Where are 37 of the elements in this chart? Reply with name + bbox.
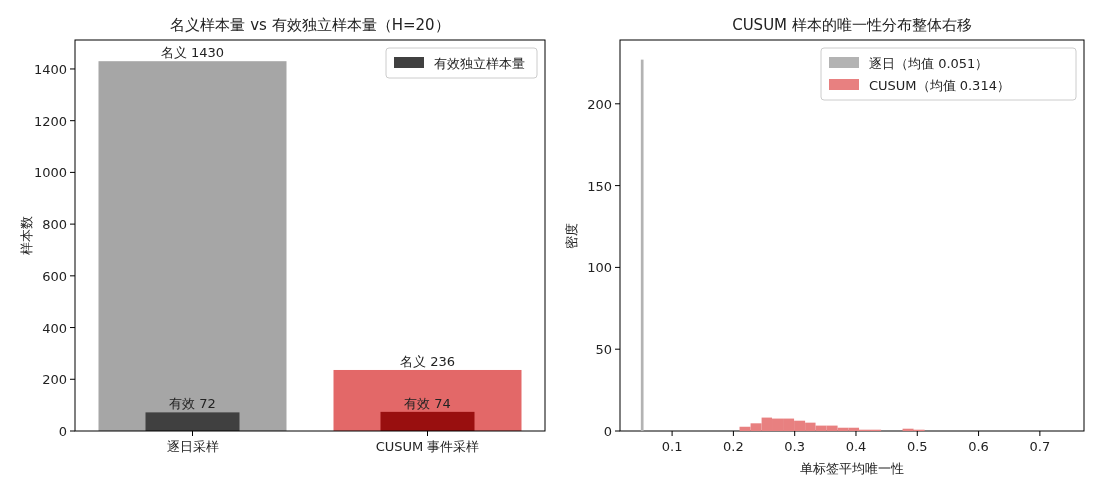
data-label: 有效 74: [404, 395, 451, 411]
y-tick-label: 100: [587, 260, 612, 276]
chart-title: CUSUM 样本的唯一性分布整体右移: [732, 16, 972, 34]
bar: [98, 61, 287, 431]
y-tick-label: 0: [603, 424, 612, 439]
x-tick-label: CUSUM 事件采样: [375, 439, 480, 454]
data-label: 名义 1430: [160, 45, 225, 61]
y-tick-label: 800: [42, 217, 67, 233]
x-tick-label: 0.5: [906, 439, 928, 454]
x-tick-label: 0.3: [784, 439, 806, 454]
y-tick-label: 200: [42, 372, 67, 388]
x-tick-label: 0.1: [661, 439, 683, 454]
x-tick-label: 0.2: [723, 439, 744, 454]
chart-title: 名义样本量 vs 有效独立样本量（H=20）: [170, 16, 450, 34]
legend-label: 逐日（均值 0.051）: [869, 56, 989, 71]
bar: [380, 411, 475, 431]
legend-label: 有效独立样本量: [434, 56, 525, 71]
y-axis-title: 样本数: [19, 216, 34, 255]
y-tick-label: 600: [42, 268, 67, 284]
data-label: 名义 236: [400, 353, 455, 369]
y-tick-label: 400: [42, 320, 67, 336]
x-tick-label: 逐日采样: [166, 439, 219, 454]
y-tick-label: 1400: [33, 61, 67, 77]
bar: [145, 412, 240, 431]
y-tick-label: 1000: [33, 165, 67, 181]
x-tick-label: 0.4: [845, 439, 867, 454]
y-tick-label: 150: [587, 178, 612, 194]
y-tick-label: 0: [58, 424, 67, 439]
y-axis-title: 密度: [564, 222, 579, 249]
x-axis-title: 单标签平均唯一性: [800, 461, 904, 476]
x-tick-label: 0.6: [968, 439, 989, 454]
y-tick-label: 50: [595, 342, 612, 358]
data-label: 有效 72: [169, 396, 216, 412]
x-tick-label: 0.7: [1029, 439, 1051, 454]
y-tick-label: 1200: [33, 113, 67, 129]
legend-label: CUSUM（均值 0.314）: [869, 78, 1010, 93]
y-tick-label: 200: [587, 96, 612, 112]
